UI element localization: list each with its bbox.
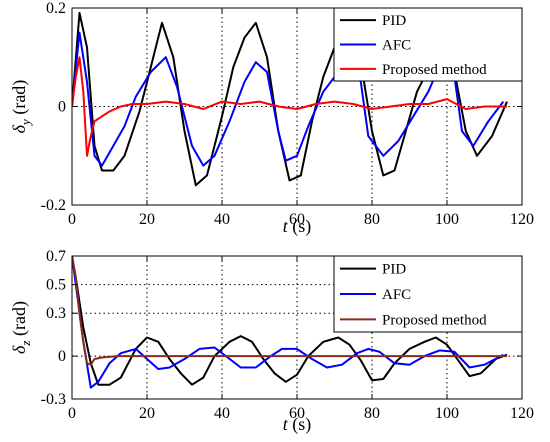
series-line-afc <box>72 31 505 167</box>
legend: PID AFC Proposed method <box>333 255 523 333</box>
y-tick-label: -0.3 <box>41 391 66 408</box>
x-tick-label: 80 <box>364 211 380 228</box>
y-axis-label: δz (rad) <box>9 301 33 354</box>
y-tick-label: 0.2 <box>46 0 66 17</box>
x-tick-label: 60 <box>289 211 305 228</box>
x-tick-label: 120 <box>510 211 534 228</box>
legend-label: Proposed method <box>382 312 487 328</box>
legend-label: Proposed method <box>382 62 487 78</box>
x-tick-label: 60 <box>289 405 305 422</box>
chart-1: 0 20 40 60 80 100 120-0.200.2t (s)δy (rad)PIDA… <box>9 0 534 237</box>
x-axis-label: t (s) <box>283 414 312 435</box>
x-tick-label: 0 <box>68 405 76 422</box>
x-tick-label: 100 <box>435 405 459 422</box>
y-tick-label: 0.5 <box>46 277 66 294</box>
y-tick-label: 0 <box>58 348 66 365</box>
series-line-proposed-method <box>72 256 507 366</box>
y-axis-label: δy (rad) <box>9 80 33 134</box>
y-tick-label: 0.3 <box>46 305 66 322</box>
series-line-proposed-method <box>72 56 507 157</box>
x-tick-label: 40 <box>214 211 230 228</box>
x-axis-label: t (s) <box>283 216 312 237</box>
x-tick-label: 20 <box>139 405 155 422</box>
legend-label: PID <box>382 262 406 278</box>
x-tick-label: 0 <box>68 211 76 228</box>
series-line-pid <box>72 256 508 386</box>
x-tick-label: 20 <box>139 211 155 228</box>
series-line-afc <box>72 256 504 389</box>
chart-2: 0 20 40 60 80 100 120-0.300.30.50.7t (s)δz (ra… <box>9 248 534 435</box>
x-tick-label: 100 <box>435 211 459 228</box>
legend-label: PID <box>382 13 406 29</box>
legend-label: AFC <box>382 38 411 54</box>
legend-label: AFC <box>382 287 411 303</box>
y-tick-label: -0.2 <box>41 197 66 214</box>
y-tick-label: 0.7 <box>46 248 66 265</box>
x-tick-label: 120 <box>510 405 534 422</box>
y-tick-label: 0 <box>58 99 66 116</box>
x-tick-label: 40 <box>214 405 230 422</box>
x-tick-label: 80 <box>364 405 380 422</box>
legend: PID AFC Proposed method <box>333 7 523 82</box>
